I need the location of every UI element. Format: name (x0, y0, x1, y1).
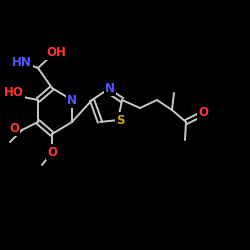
Text: O: O (198, 106, 208, 120)
Text: N: N (67, 94, 77, 106)
Text: O: O (47, 146, 57, 158)
Text: O: O (9, 122, 19, 134)
Text: S: S (116, 114, 124, 126)
Text: N: N (105, 82, 115, 94)
Text: OH: OH (46, 46, 66, 59)
Text: HN: HN (12, 56, 32, 68)
Text: HO: HO (4, 86, 24, 100)
